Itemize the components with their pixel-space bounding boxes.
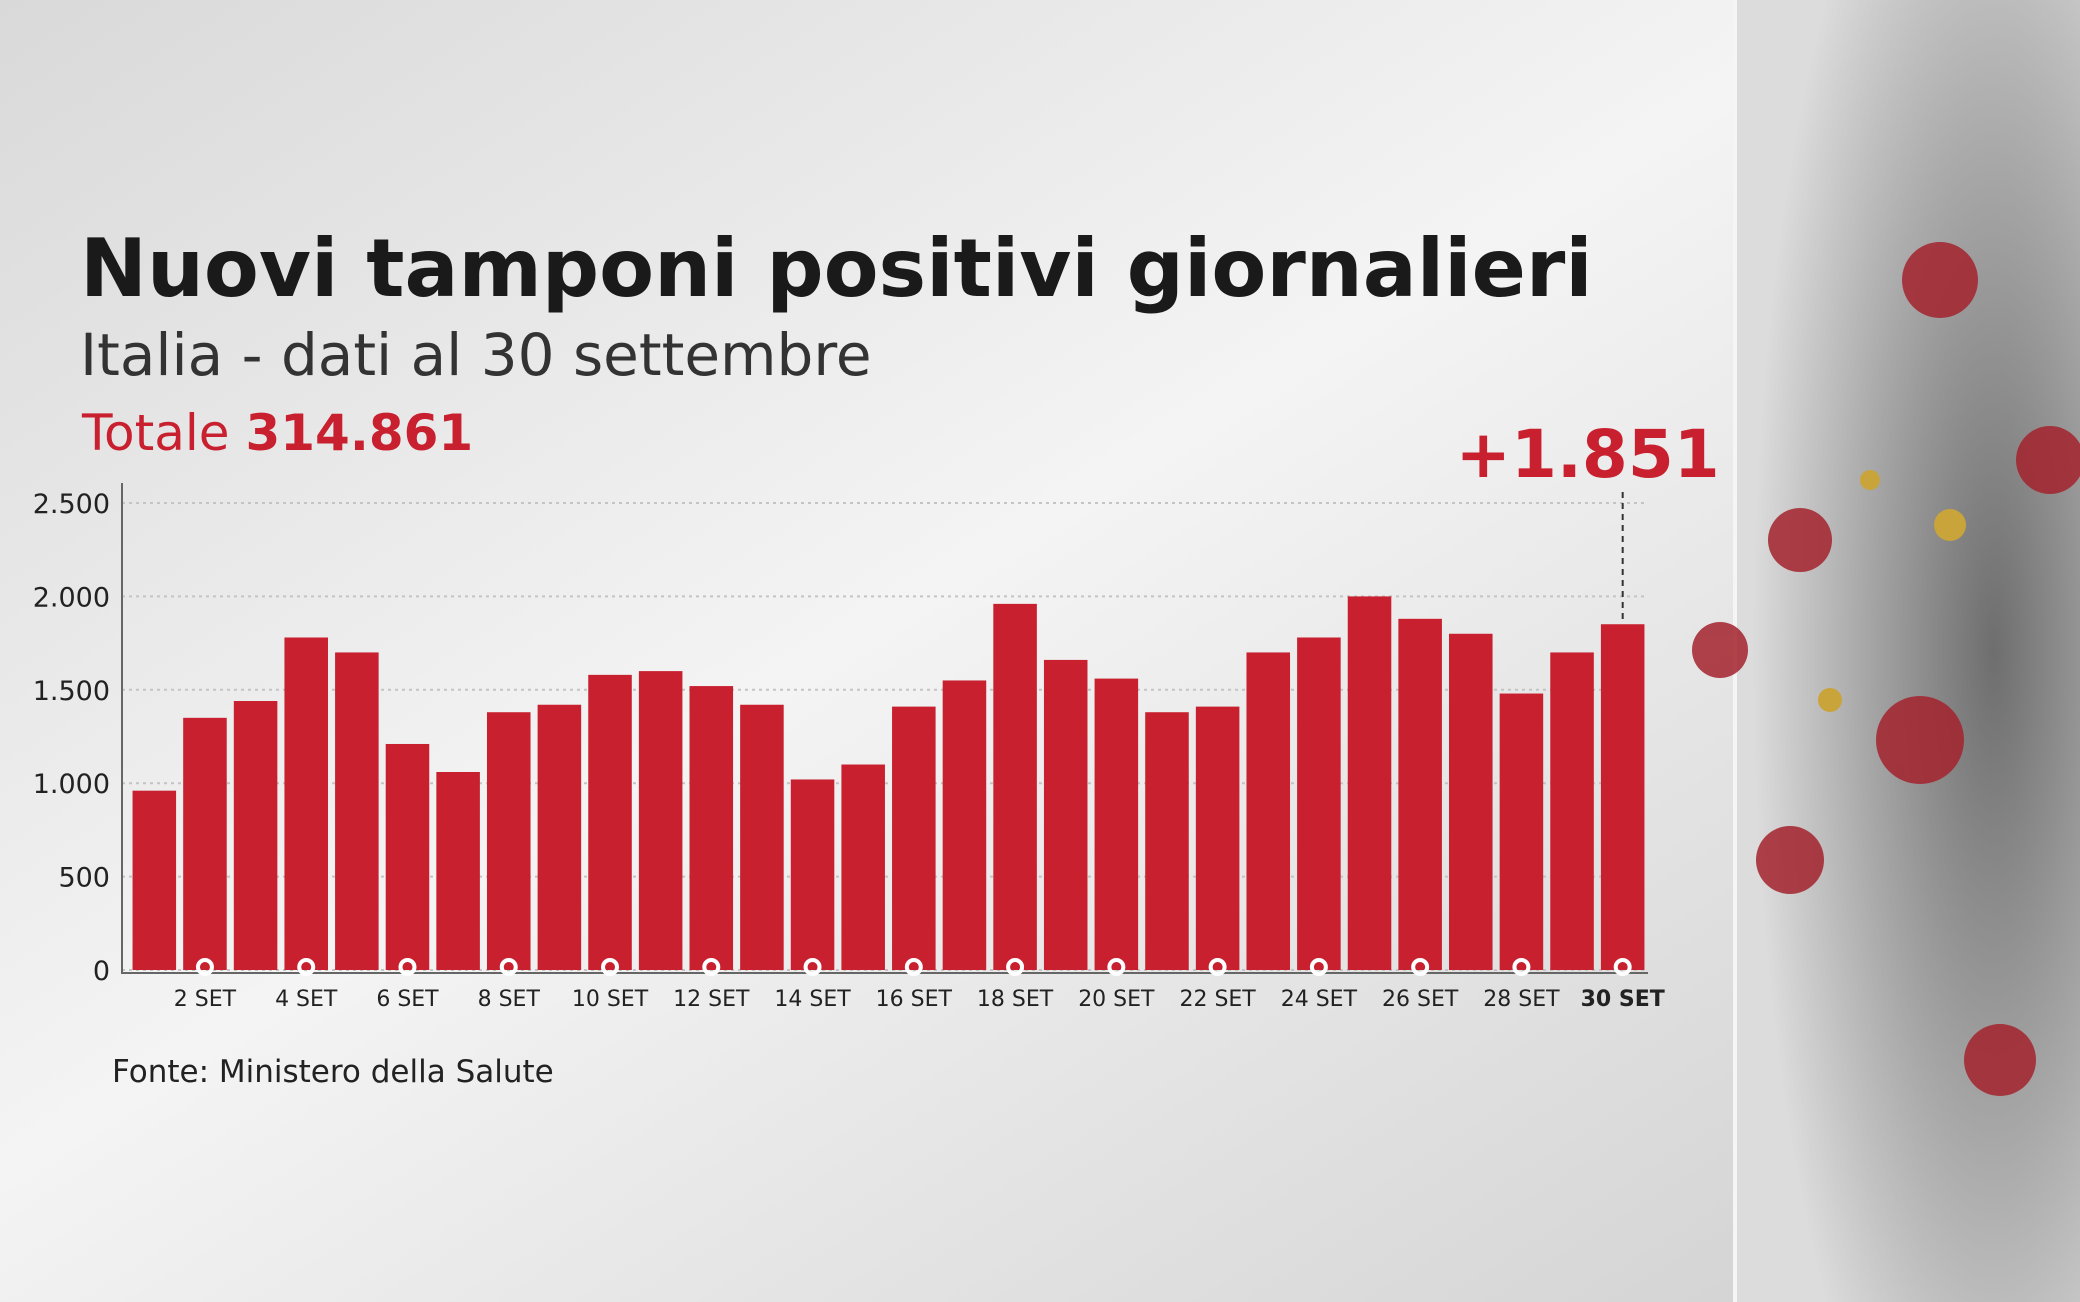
bar (790, 779, 835, 970)
y-tick-label: 1.500 (33, 676, 110, 707)
day-marker (904, 958, 923, 976)
bar (436, 771, 480, 970)
day-marker (297, 958, 316, 976)
bar (1145, 712, 1189, 970)
x-tick-label: 30 SET (1581, 987, 1665, 1012)
bar (588, 674, 632, 970)
day-marker (1107, 958, 1126, 976)
x-tick-label: 24 SET (1281, 987, 1358, 1012)
bar (183, 717, 227, 970)
bar (689, 686, 734, 970)
day-marker (702, 958, 721, 976)
x-tick-label: 28 SET (1483, 987, 1560, 1012)
bar (638, 671, 683, 970)
bar (942, 680, 987, 970)
y-tick-label: 1.000 (33, 769, 110, 800)
bar (1398, 618, 1442, 970)
bar (1449, 633, 1493, 970)
bar (892, 706, 936, 970)
day-marker (398, 958, 417, 976)
x-tick-label: 8 SET (478, 987, 541, 1012)
source: Fonte: Ministero della Salute (112, 1054, 554, 1090)
bar (335, 652, 379, 970)
x-tick-label: 6 SET (376, 987, 439, 1012)
x-tick-label: 20 SET (1078, 987, 1155, 1012)
day-marker (1006, 958, 1025, 976)
bar (233, 701, 278, 970)
bar (284, 637, 328, 970)
bar (1246, 652, 1291, 970)
x-tick-label: 14 SET (774, 987, 851, 1012)
virus-dots (1818, 470, 1966, 712)
day-marker (499, 958, 518, 976)
x-tick-label: 12 SET (673, 987, 750, 1012)
x-tick-label: 16 SET (876, 987, 953, 1012)
day-marker (195, 958, 214, 976)
day-marker (1613, 958, 1632, 976)
day-marker (1411, 958, 1430, 976)
bar (1499, 693, 1544, 970)
bar (740, 704, 784, 970)
day-marker (1512, 958, 1531, 976)
virus-panel (1735, 0, 2080, 1302)
bar (1297, 637, 1341, 970)
day-marker (1309, 958, 1328, 976)
x-tick-label: 22 SET (1179, 987, 1256, 1012)
total-value: 314.861 (245, 404, 473, 462)
y-tick-label: 0 (93, 956, 110, 987)
x-tick-label: 26 SET (1382, 987, 1459, 1012)
total: Totale 314.861 (81, 404, 473, 462)
virus-spikes (1692, 242, 2080, 1096)
bar (1600, 624, 1645, 970)
day-marker (1208, 958, 1227, 976)
chart-subtitle: Italia - dati al 30 settembre (80, 321, 872, 389)
day-marker (601, 958, 620, 976)
y-tick-label: 2.500 (33, 489, 110, 520)
bar (1094, 678, 1139, 970)
x-tick-label: 18 SET (977, 987, 1054, 1012)
day-marker (803, 958, 822, 976)
total-label: Totale (81, 404, 230, 462)
x-tick-label: 4 SET (275, 987, 338, 1012)
bar (486, 712, 531, 970)
y-tick-label: 2.000 (33, 582, 110, 613)
bar (1550, 652, 1594, 970)
x-tick-label: 2 SET (174, 987, 237, 1012)
bar (132, 790, 177, 970)
bar (1043, 659, 1088, 970)
x-tick-label: 10 SET (572, 987, 649, 1012)
bar (1347, 596, 1392, 970)
bar (841, 764, 885, 970)
chart-title: Nuovi tamponi positivi giornalieri (80, 222, 1593, 315)
y-tick-label: 500 (58, 863, 110, 894)
bar (385, 743, 430, 970)
bar (993, 603, 1037, 970)
bar (1195, 706, 1240, 970)
bar (537, 704, 582, 970)
annotation: +1.851 (1456, 416, 1720, 493)
